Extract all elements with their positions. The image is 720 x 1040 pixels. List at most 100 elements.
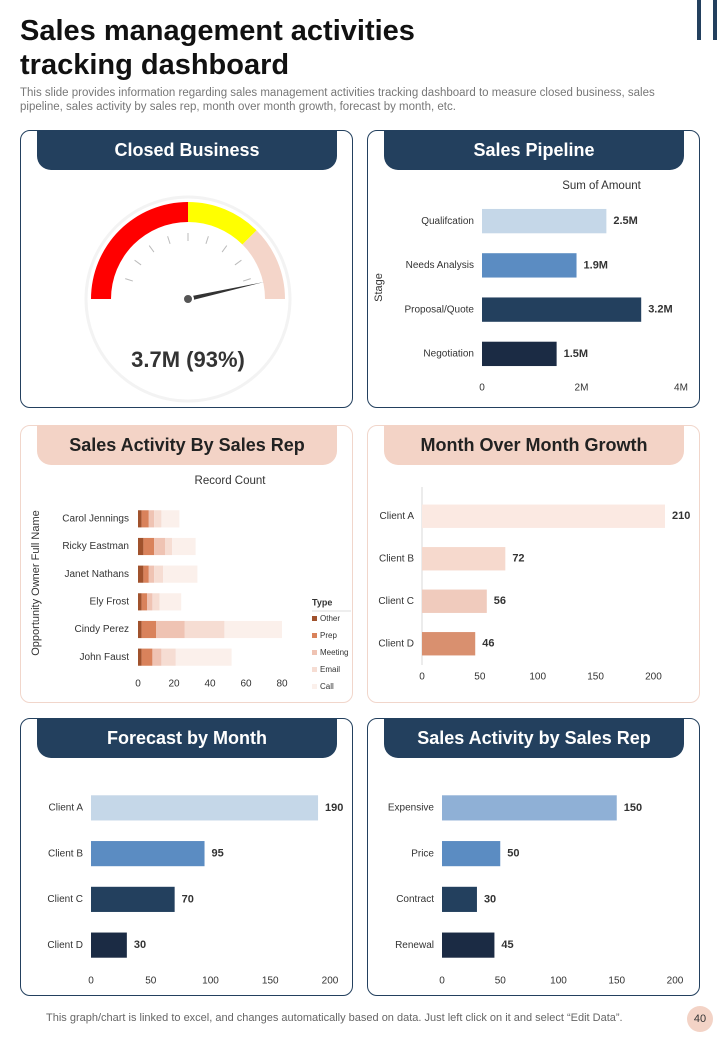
bar-segment <box>143 565 149 583</box>
x-tick-label: 150 <box>587 672 604 683</box>
x-tick-label: 150 <box>262 976 279 987</box>
legend-label: Email <box>320 665 340 674</box>
y-tick-label: Needs Analysis <box>406 260 474 271</box>
chart-panel: 0 50 100 150 200 Client A 210 Client B 72 Client … <box>367 425 700 703</box>
x-tick-label: 0 <box>88 976 94 987</box>
gauge-range <box>188 202 257 245</box>
legend-label: Call <box>320 682 334 691</box>
y-tick-label: Ricky Eastman <box>62 541 129 552</box>
y-tick-label: Qualifcation <box>421 216 474 227</box>
data-label: 2.5M <box>613 215 637 227</box>
legend-label: Prep <box>320 631 337 640</box>
y-tick-label: Client A <box>49 803 84 814</box>
y-tick-label: Client B <box>379 553 414 564</box>
gauge-dial-tick <box>134 259 142 266</box>
data-label: 150 <box>624 802 642 814</box>
panel-title: Closed Business <box>37 130 337 170</box>
x-tick-label: 0 <box>135 679 141 690</box>
legend-swatch <box>312 616 317 621</box>
bar-segment <box>143 537 155 556</box>
x-tick-label: 60 <box>240 679 252 690</box>
bar <box>422 504 665 528</box>
bar <box>91 886 175 912</box>
decoration <box>713 0 717 40</box>
data-label: 45 <box>501 939 513 951</box>
legend-title: Type <box>312 597 332 607</box>
legend-label: Meeting <box>320 648 348 657</box>
bar <box>442 841 501 867</box>
data-label: 50 <box>507 848 519 860</box>
axis-title: Stage <box>373 273 385 302</box>
y-tick-label: Expensive <box>388 803 435 814</box>
chart: 0 50 100 150 200 Client A 210 Client B 72 Client … <box>378 487 690 683</box>
gauge-dial-tick <box>234 259 242 266</box>
bar <box>422 632 476 656</box>
x-tick-label: 100 <box>550 976 567 987</box>
chart-panel: 0 2M 4M Sum of Amount Stage Qualifcation 2.5M N… <box>367 130 700 408</box>
legend-swatch <box>312 633 317 638</box>
page-number: 40 <box>687 1006 713 1032</box>
bar-segment <box>175 648 232 666</box>
bar-segment <box>172 537 196 556</box>
bar-segment <box>147 593 153 611</box>
decoration <box>697 0 701 40</box>
panel-title: Sales Activity by Sales Rep <box>384 718 684 758</box>
bar <box>482 341 557 367</box>
y-tick-label: Client D <box>47 940 83 951</box>
x-tick-label: 200 <box>667 976 684 987</box>
data-label: 190 <box>325 802 343 814</box>
legend-swatch <box>312 650 317 655</box>
bar <box>482 297 642 322</box>
x-tick-label: 40 <box>204 679 216 690</box>
y-tick-label: Cindy Perez <box>75 624 129 635</box>
x-tick-label: 0 <box>419 672 425 683</box>
gauge-dial-tick <box>148 245 155 253</box>
y-tick-label: Client B <box>48 848 83 859</box>
data-label: 95 <box>212 848 224 860</box>
chart: 0 20 40 60 80 Record Count Opportunity Owner F… <box>30 475 351 691</box>
x-tick-label: 4M <box>674 383 688 394</box>
bar-segment <box>165 537 173 556</box>
x-tick-label: 2M <box>575 383 589 394</box>
legend-swatch <box>312 667 317 672</box>
panel-title: Sales Activity By Sales Rep <box>37 425 337 465</box>
x-tick-label: 150 <box>608 976 625 987</box>
page-subtitle: This slide provides information regardin… <box>20 87 655 113</box>
bar-segment <box>141 510 149 528</box>
bar-segment <box>161 648 176 666</box>
chart-panel: 3.7M (93%) Closed Business <box>20 130 353 408</box>
bar-segment <box>141 648 153 666</box>
legend-swatch <box>312 684 317 689</box>
y-tick-label: Negotiation <box>423 349 474 360</box>
panel-title: Forecast by Month <box>37 718 337 758</box>
bar <box>91 932 127 958</box>
panel-title: Month Over Month Growth <box>384 425 684 465</box>
chart-panel: 0 50 100 150 200 Expensive 150 Price 50 Contract 3… <box>367 718 700 996</box>
bar <box>442 795 617 821</box>
bar-segment <box>161 510 180 528</box>
gauge-dial-tick <box>167 236 171 244</box>
data-label: 72 <box>512 553 524 565</box>
x-tick-label: 200 <box>645 672 662 683</box>
page-title: Sales management activities tracking das… <box>20 15 415 81</box>
x-tick-label: 200 <box>322 976 339 987</box>
data-label: 30 <box>484 893 496 905</box>
data-label: 56 <box>494 595 506 607</box>
bar-segment <box>138 510 142 528</box>
y-tick-label: Price <box>411 848 434 859</box>
bar <box>91 841 205 867</box>
bar-segment <box>141 620 156 639</box>
data-label: 1.5M <box>564 348 588 360</box>
x-tick-label: 50 <box>495 976 507 987</box>
data-label: 3.2M <box>648 304 672 316</box>
gauge-range <box>91 202 188 299</box>
bar-segment <box>138 537 144 556</box>
chart: 0 50 100 150 200 Expensive 150 Price 50 Contract 3… <box>388 795 684 987</box>
gauge-hub <box>182 293 194 305</box>
x-tick-label: 50 <box>145 976 157 987</box>
y-tick-label: Client C <box>47 894 83 905</box>
bar-segment <box>154 510 162 528</box>
bar-segment <box>154 565 164 583</box>
legend-label: Other <box>320 614 340 623</box>
